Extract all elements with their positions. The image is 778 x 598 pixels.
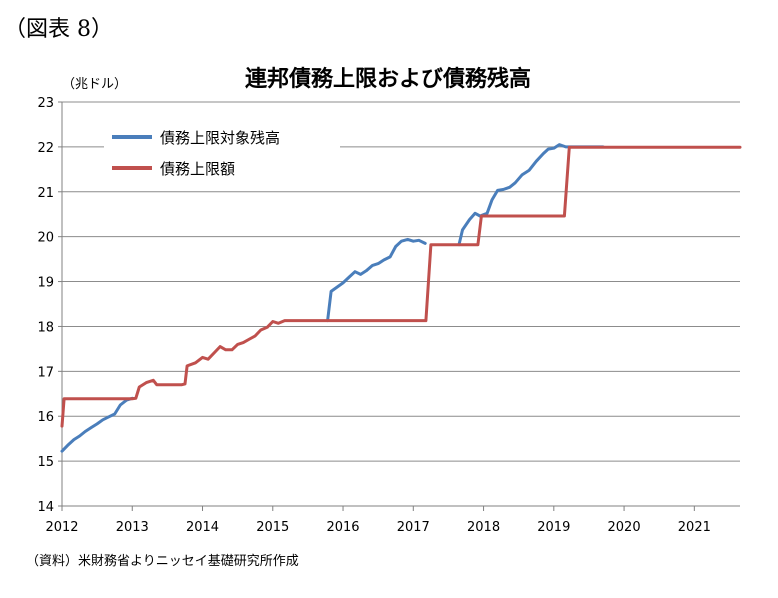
series-line-1 bbox=[60, 396, 134, 453]
chart-title: 連邦債務上限および債務残高 bbox=[245, 66, 531, 92]
figure-label: （図表 8） bbox=[4, 17, 113, 42]
axes bbox=[58, 101, 740, 511]
x-tick-label: 2014 bbox=[186, 520, 219, 535]
y-axis-unit: （兆ドル） bbox=[62, 77, 127, 92]
y-tick-label: 22 bbox=[37, 141, 54, 156]
gridlines bbox=[62, 101, 740, 462]
x-tick-label: 2013 bbox=[116, 520, 149, 535]
y-tick-label: 17 bbox=[37, 365, 54, 380]
series-line-2 bbox=[60, 145, 742, 428]
x-tick-label: 2012 bbox=[45, 520, 78, 535]
y-tick-label: 14 bbox=[37, 500, 54, 515]
x-tick-label: 2018 bbox=[467, 520, 500, 535]
legend-label: 債務上限額 bbox=[160, 160, 235, 178]
x-tick-labels: 2012 2013 2014 2015 2016 2017 2018 2019 2020 2021 bbox=[45, 520, 710, 535]
series-line-1 bbox=[326, 237, 427, 323]
y-tick-label: 16 bbox=[37, 410, 54, 425]
y-tick-labels: 14 15 16 17 18 19 20 21 22 23 bbox=[37, 96, 54, 515]
x-tick-label: 2017 bbox=[397, 520, 430, 535]
y-tick-label: 23 bbox=[37, 96, 54, 111]
y-tick-label: 15 bbox=[37, 455, 54, 470]
x-tick-label: 2019 bbox=[537, 520, 570, 535]
series-lines bbox=[60, 143, 742, 453]
x-tick-label: 2021 bbox=[678, 520, 711, 535]
series-line-1 bbox=[457, 143, 605, 247]
source-note: （資料）米財務省よりニッセイ基礎研究所作成 bbox=[26, 554, 299, 569]
legend-box bbox=[104, 120, 340, 186]
x-tick-label: 2015 bbox=[256, 520, 289, 535]
y-tick-label: 21 bbox=[37, 186, 54, 201]
y-tick-label: 18 bbox=[37, 320, 54, 335]
y-tick-label: 19 bbox=[37, 276, 54, 291]
y-tick-label: 20 bbox=[37, 231, 54, 246]
x-tick-label: 2016 bbox=[326, 520, 359, 535]
legend-label: 債務上限対象残高 bbox=[160, 129, 280, 147]
x-tick-label: 2020 bbox=[608, 520, 641, 535]
